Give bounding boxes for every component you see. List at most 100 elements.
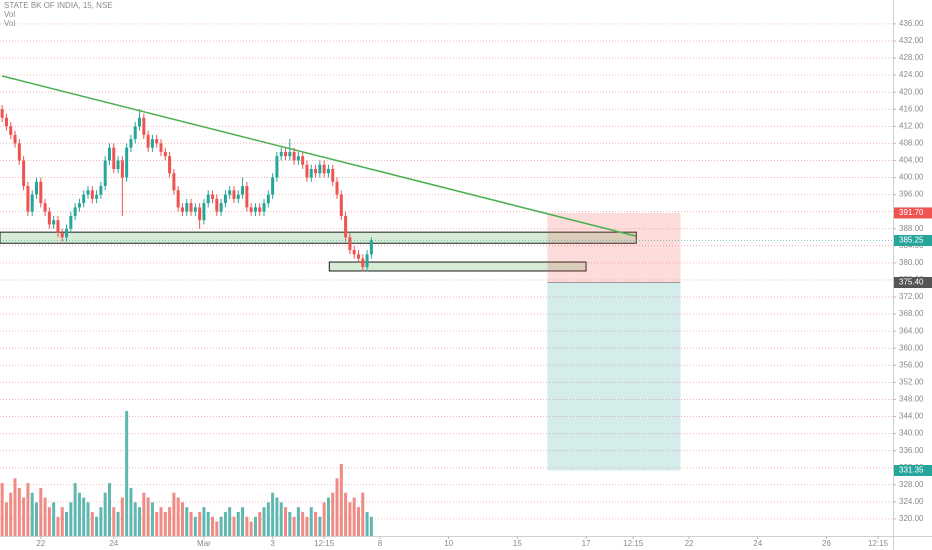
volume-bar	[335, 478, 339, 536]
y-tick-label: 352.00	[899, 377, 924, 386]
legend-entry: Vol	[4, 10, 15, 19]
candle-body	[107, 147, 111, 161]
y-tick-label: 328.00	[899, 480, 924, 489]
volume-bar	[77, 492, 81, 536]
x-tick-label: 12:15	[314, 539, 335, 548]
volume-bar	[198, 511, 202, 536]
y-tick-label: 408.00	[899, 138, 924, 147]
candle-body	[22, 160, 26, 187]
volume-bar	[193, 516, 197, 536]
y-tick-label: 360.00	[899, 343, 924, 352]
candle-body	[39, 181, 43, 204]
volume-bar	[326, 497, 330, 536]
candle-body	[253, 207, 257, 212]
price-label: 385.25	[899, 236, 924, 245]
trend-line	[1, 75, 636, 237]
volume-bar	[86, 502, 90, 536]
volume-bar	[82, 497, 86, 536]
candle-body	[193, 207, 197, 212]
volume-bar	[4, 502, 8, 536]
volume-layer	[0, 411, 373, 536]
y-tick-label: 368.00	[899, 309, 924, 318]
drawings-layer	[0, 212, 681, 471]
candle-body	[365, 254, 369, 268]
candle-body	[288, 151, 292, 157]
volume-bar	[163, 511, 167, 536]
x-tick-label: 24	[753, 539, 762, 548]
y-tick-label: 424.00	[899, 70, 924, 79]
candle-body	[211, 194, 215, 199]
volume-bar	[90, 511, 94, 536]
volume-bar	[56, 516, 60, 536]
volume-bar	[223, 511, 227, 536]
volume-bar	[120, 497, 124, 536]
volume-bar	[219, 516, 223, 536]
candle-body	[155, 139, 159, 144]
volume-bar	[296, 507, 300, 536]
volume-bar	[339, 463, 343, 536]
volume-bar	[279, 502, 283, 536]
candle-body	[232, 190, 236, 199]
y-tick-label: 400.00	[899, 173, 924, 182]
y-tick-label: 412.00	[899, 121, 924, 130]
volume-bar	[17, 487, 21, 536]
volume-bar	[180, 502, 184, 536]
volume-bar	[309, 507, 313, 536]
y-tick-label: 420.00	[899, 87, 924, 96]
volume-bar	[26, 483, 30, 536]
candle-body	[95, 194, 99, 199]
candle-body	[369, 240, 373, 255]
candle-body	[236, 194, 240, 199]
x-tick-label: 12:15	[623, 539, 644, 548]
candle-body	[60, 233, 64, 238]
volume-bar	[331, 492, 335, 536]
volume-bar	[232, 516, 236, 536]
volume-bar	[9, 492, 13, 536]
y-tick-label: 320.00	[899, 514, 924, 523]
candle-body	[77, 203, 81, 208]
candle-body	[82, 194, 86, 204]
volume-bar	[314, 511, 318, 536]
volume-bar	[172, 492, 176, 536]
volume-bar	[43, 497, 47, 536]
y-tick-label: 428.00	[899, 53, 924, 62]
candle-body	[361, 258, 365, 268]
volume-bar	[60, 507, 64, 536]
candle-body	[301, 156, 305, 165]
grid	[0, 23, 893, 520]
volume-bar	[228, 507, 232, 536]
candle-body	[262, 203, 266, 212]
volume-bar	[348, 502, 352, 536]
volume-bar	[288, 511, 292, 536]
x-tick-label: 10	[444, 539, 453, 548]
symbol-title: STATE BK OF INDIA, 15, NSE	[4, 1, 113, 10]
volume-bar	[236, 511, 240, 536]
y-tick-label: 344.00	[899, 412, 924, 421]
volume-bar	[344, 492, 348, 536]
volume-bar	[30, 492, 34, 536]
volume-bar	[215, 521, 219, 536]
x-tick-label: 8	[378, 539, 383, 548]
volume-bar	[107, 483, 111, 536]
volume-bar	[185, 507, 189, 536]
x-tick-label: Mar	[197, 539, 211, 548]
candle-body	[47, 211, 51, 225]
candle-body	[99, 186, 103, 195]
volume-bar	[271, 492, 275, 536]
candle-body	[305, 164, 309, 178]
candle-body	[339, 194, 343, 216]
candle-body	[9, 126, 13, 135]
y-tick-label: 348.00	[899, 395, 924, 404]
candle-body	[43, 203, 47, 212]
candle-body	[13, 134, 17, 144]
x-tick-label: 15	[513, 539, 522, 548]
x-tick-label: 3	[270, 539, 275, 548]
x-tick-label: 22	[685, 539, 694, 548]
volume-bar	[249, 521, 253, 536]
price-label-bg	[894, 207, 932, 219]
y-tick-label: 356.00	[899, 360, 924, 369]
y-tick-label: 336.00	[899, 446, 924, 455]
candle-body	[283, 151, 288, 157]
